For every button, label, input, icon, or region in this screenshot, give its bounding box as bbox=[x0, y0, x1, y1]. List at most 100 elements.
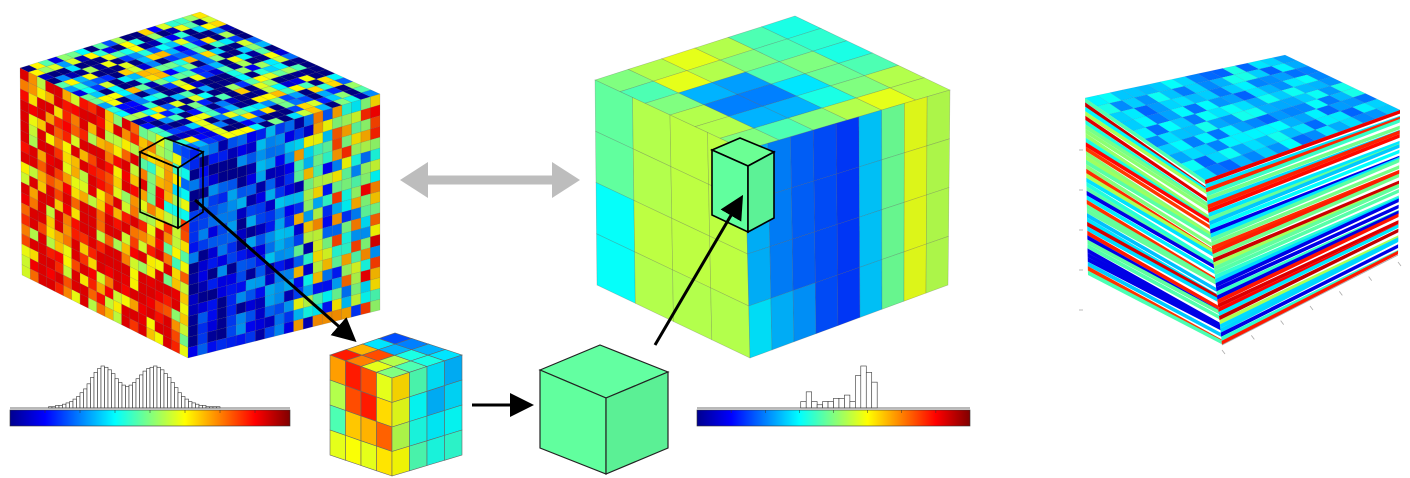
cell bbox=[370, 299, 380, 312]
axis-tick bbox=[1398, 262, 1401, 266]
histogram-bar bbox=[150, 367, 154, 408]
cell bbox=[770, 239, 793, 298]
cell bbox=[926, 236, 949, 293]
axis-tick bbox=[1369, 277, 1372, 281]
histogram-bar bbox=[80, 393, 84, 408]
histogram-bar bbox=[63, 404, 67, 408]
histogram-bar bbox=[126, 386, 130, 408]
cell bbox=[255, 328, 265, 341]
histogram-bar bbox=[161, 370, 165, 408]
cell bbox=[445, 430, 463, 460]
histogram-bar bbox=[129, 385, 133, 408]
cell bbox=[793, 283, 816, 342]
comparison-arrow-right-head bbox=[552, 162, 580, 198]
cell bbox=[392, 446, 410, 476]
cell bbox=[904, 244, 926, 301]
coarse-grid-cube bbox=[595, 16, 950, 358]
histogram-bar bbox=[122, 385, 126, 408]
cell bbox=[926, 188, 949, 245]
cell bbox=[815, 275, 838, 334]
cell bbox=[274, 323, 284, 336]
histogram-bar bbox=[866, 372, 871, 408]
layered-surface-model bbox=[1079, 55, 1401, 354]
histogram-bar bbox=[801, 402, 806, 408]
cell bbox=[882, 153, 905, 210]
cell bbox=[859, 210, 882, 268]
cell bbox=[427, 435, 445, 465]
cell bbox=[361, 441, 377, 471]
histogram-bar bbox=[823, 402, 828, 408]
histogram-bar bbox=[175, 388, 179, 408]
histogram-bar bbox=[861, 366, 866, 408]
cell bbox=[198, 343, 208, 356]
histogram-bar bbox=[178, 393, 182, 408]
histogram-bar bbox=[171, 383, 175, 408]
histogram-bar bbox=[806, 392, 811, 408]
histogram-bar bbox=[850, 402, 855, 408]
histogram-bar bbox=[70, 402, 74, 408]
histogram-bar bbox=[182, 397, 186, 408]
cell bbox=[346, 435, 362, 465]
coarse-block-right bbox=[748, 152, 774, 232]
histogram-bar bbox=[108, 370, 112, 408]
histogram-bar bbox=[168, 377, 172, 408]
cell bbox=[882, 103, 905, 160]
cell bbox=[792, 232, 815, 291]
cell bbox=[791, 181, 814, 239]
histogram-bar bbox=[834, 398, 839, 408]
cell bbox=[188, 345, 198, 358]
cell bbox=[265, 326, 275, 339]
cell bbox=[313, 314, 323, 327]
cell bbox=[904, 146, 927, 203]
histogram-bar bbox=[133, 383, 137, 408]
histogram-bar bbox=[98, 369, 102, 408]
fine-grid-cube bbox=[20, 12, 380, 358]
cell bbox=[882, 202, 904, 259]
histogram-bar bbox=[157, 367, 161, 408]
cell bbox=[882, 252, 904, 309]
cell bbox=[791, 130, 814, 188]
cell bbox=[837, 167, 860, 225]
histogram-bar bbox=[839, 398, 844, 408]
histogram-bar bbox=[119, 383, 123, 408]
histogram-bar bbox=[73, 399, 77, 408]
cell bbox=[226, 336, 236, 349]
comparison-arrow-left-head bbox=[400, 162, 428, 198]
cell bbox=[860, 260, 882, 318]
cell bbox=[813, 123, 836, 181]
cell bbox=[904, 195, 927, 252]
histogram-bar bbox=[844, 395, 849, 408]
cell bbox=[904, 97, 927, 153]
cell bbox=[815, 224, 838, 282]
averaged-block-cube bbox=[540, 345, 668, 474]
histogram-bar bbox=[66, 403, 70, 408]
histogram-bar bbox=[140, 375, 144, 408]
histogram-bar bbox=[77, 397, 81, 408]
histogram-bar bbox=[872, 382, 877, 408]
cell bbox=[217, 338, 227, 351]
histogram-bar bbox=[143, 371, 147, 408]
fine-scale-histogram bbox=[10, 366, 290, 426]
cell bbox=[814, 174, 837, 232]
cell bbox=[351, 304, 361, 317]
cell bbox=[410, 441, 428, 471]
cell bbox=[294, 319, 304, 332]
histogram-bar bbox=[112, 374, 116, 408]
histogram-bar bbox=[185, 399, 189, 408]
cell bbox=[284, 321, 294, 334]
histogram-bar bbox=[94, 372, 98, 408]
histogram-bar bbox=[147, 369, 151, 408]
histogram-bar bbox=[812, 402, 817, 408]
cell bbox=[361, 302, 371, 315]
histogram-bar bbox=[87, 384, 91, 408]
cell bbox=[303, 316, 313, 329]
cell bbox=[377, 446, 393, 476]
cell bbox=[771, 291, 794, 350]
histogram-bar bbox=[192, 403, 196, 408]
histogram-bar bbox=[105, 367, 109, 408]
cell bbox=[836, 117, 859, 174]
histogram-bar bbox=[855, 376, 860, 408]
histogram-bar bbox=[91, 377, 95, 408]
